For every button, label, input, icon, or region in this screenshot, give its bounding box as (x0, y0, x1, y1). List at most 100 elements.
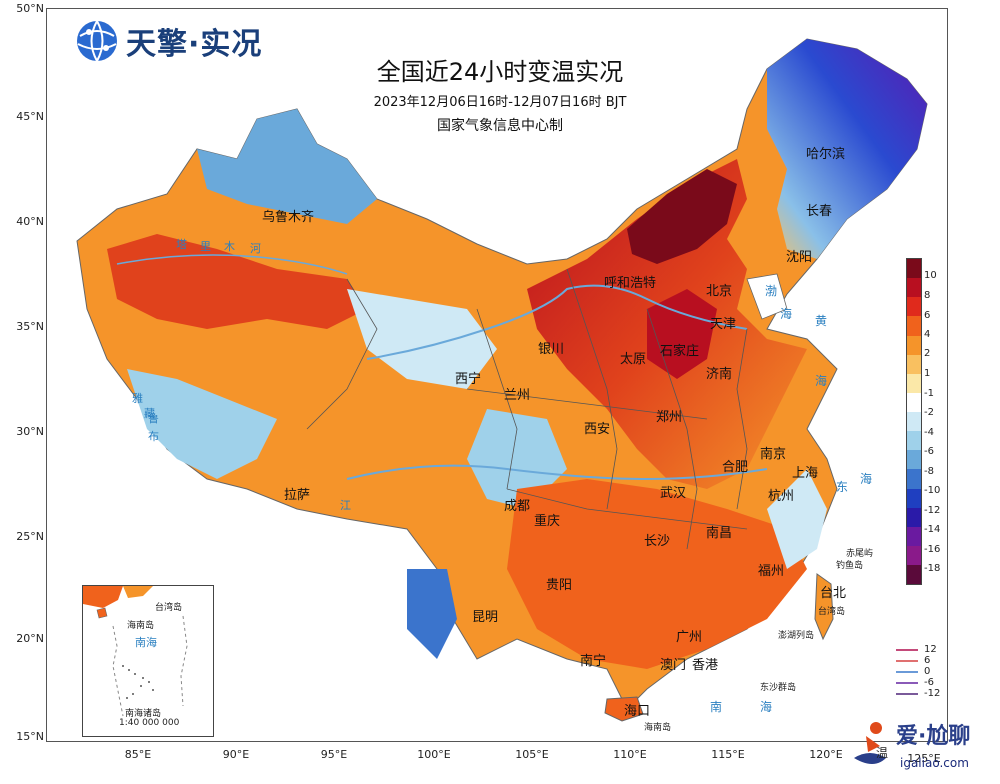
city-label-wulumuqi: 乌鲁木齐 (262, 210, 315, 225)
colorbar-swatch (907, 431, 921, 451)
island-label-taiwandao: 台湾岛 (818, 607, 846, 617)
colorbar-label: -12 (924, 505, 941, 516)
city-label-shanghai: 上海 (792, 466, 819, 481)
sea-label-dong: 东 (836, 480, 849, 494)
inset-label-sea: 南海 (135, 636, 157, 649)
lat-label-20: 20°N (16, 632, 44, 645)
province-border-5 (736, 328, 748, 510)
lon-label-110: 110°E (613, 748, 647, 761)
city-label-shenyang: 沈阳 (786, 250, 813, 265)
city-label-zhengzhou: 郑州 (656, 410, 683, 425)
lat-label-40: 40°N (16, 215, 44, 228)
cold-region-xinjiang-north (197, 109, 377, 224)
runner-logo-icon (854, 722, 886, 764)
colorbar-swatch (907, 507, 921, 527)
colorbar-swatch (907, 526, 921, 546)
colorbar-label: 1 (924, 368, 931, 379)
river-label: 江 (340, 499, 351, 512)
sea-label-nan-2: 海 (760, 700, 773, 714)
colorbar-swatch (907, 297, 921, 317)
watermark: 爱·尬聊 igaliao.com 温 (846, 718, 996, 780)
warm-region-tarim (107, 234, 367, 329)
colorbar-label: -16 (924, 544, 941, 555)
city-label-harbin: 哈尔滨 (806, 147, 846, 162)
globe-logo-icon (77, 20, 117, 62)
city-label-aomen: 澳门 (660, 658, 687, 673)
colorbar-label: 10 (924, 270, 937, 281)
sea-label-bohai-2: 海 (780, 307, 793, 321)
lat-label-25: 25°N (16, 530, 44, 543)
city-label-kunming: 昆明 (472, 610, 499, 625)
isoline-legend-item: -6 (896, 677, 940, 688)
river-label: 木 (224, 240, 235, 253)
lat-label-45: 45°N (16, 110, 44, 123)
city-label-tianjin: 天津 (710, 317, 737, 332)
city-label-guiyang: 贵阳 (546, 578, 573, 593)
colorbar-label: -4 (924, 427, 934, 438)
city-label-lasa: 拉萨 (284, 488, 311, 503)
city-label-guangzhou: 广州 (676, 630, 703, 645)
city-label-xian: 西安 (584, 422, 611, 437)
city-label-jinan: 济南 (706, 367, 733, 382)
lat-label-30: 30°N (16, 425, 44, 438)
city-label-hangzhou: 杭州 (768, 489, 795, 504)
province-border-3 (566, 268, 618, 510)
river-label: 藏 (144, 407, 155, 420)
river-label: 里 (200, 240, 211, 253)
colorbar-label: 2 (924, 348, 931, 359)
map-frame (46, 8, 948, 742)
province-border-2 (476, 308, 518, 490)
lon-label-125: 125°E (907, 752, 941, 765)
sea-label-huang-2: 海 (815, 374, 828, 388)
city-label-shijiazhuang: 石家庄 (660, 344, 700, 359)
isoline-legend-item: -12 (896, 688, 940, 699)
sea-label-bohai: 渤 (765, 284, 778, 298)
cool-region-southeast-coast (767, 469, 827, 569)
colorbar-swatch (907, 335, 921, 355)
colorbar-label: -14 (924, 524, 941, 535)
province-border-7 (466, 388, 708, 420)
watermark-url: igaliao.com (900, 756, 969, 770)
city-label-nanjing: 南京 (760, 447, 787, 462)
river-label: 河 (250, 242, 261, 255)
city-label-beijing: 北京 (706, 284, 733, 299)
lat-label-15: 15°N (16, 730, 44, 743)
sea-label-dong-2: 海 (860, 472, 873, 486)
tarim-river (116, 254, 348, 275)
lon-label-120: 120°E (809, 748, 843, 761)
map-title: 全国近24小时变温实况 (376, 58, 624, 86)
colorbar-label: -2 (924, 407, 934, 418)
river-label: 布 (148, 430, 159, 443)
colorbar-label: 6 (924, 310, 931, 321)
province-border-1 (306, 278, 378, 430)
inset-map (83, 586, 188, 717)
city-label-taiyuan: 太原 (620, 352, 647, 367)
colorbar-swatch (907, 565, 921, 585)
brand: 天擎·实况 (74, 18, 262, 64)
colorbar-label: 4 (924, 329, 931, 340)
colorbar-swatch (907, 373, 921, 393)
island-label-hainandao: 海南岛 (644, 723, 672, 733)
colorbar-label: -6 (924, 446, 934, 457)
bohai-sea (746, 273, 788, 320)
city-label-chengdu: 成都 (504, 499, 531, 514)
city-label-lanzhou: 兰州 (504, 388, 531, 403)
lon-label-115: 115°E (711, 748, 745, 761)
isoline-legend-item: 6 (896, 655, 940, 666)
city-label-nanning: 南宁 (580, 654, 607, 669)
hot-core-inner-mongolia (627, 169, 737, 264)
city-label-nanchang: 南昌 (706, 526, 733, 541)
watermark-text: 爱·尬聊 (896, 724, 971, 749)
colorbar-swatch (907, 392, 921, 412)
colorbar-swatch (907, 354, 921, 374)
colorbar (906, 258, 922, 585)
colorbar-label: -10 (924, 485, 941, 496)
river-label: 鲁 (148, 412, 159, 425)
province-border-6 (506, 488, 748, 530)
city-label-chongqing: 重庆 (534, 514, 561, 529)
colorbar-swatch (907, 450, 921, 470)
island-label-diaoyudao: 钓鱼岛 (836, 561, 864, 571)
yangtze-river (346, 464, 768, 481)
cold-region-northeast (767, 39, 927, 259)
province-border-4 (646, 308, 698, 550)
